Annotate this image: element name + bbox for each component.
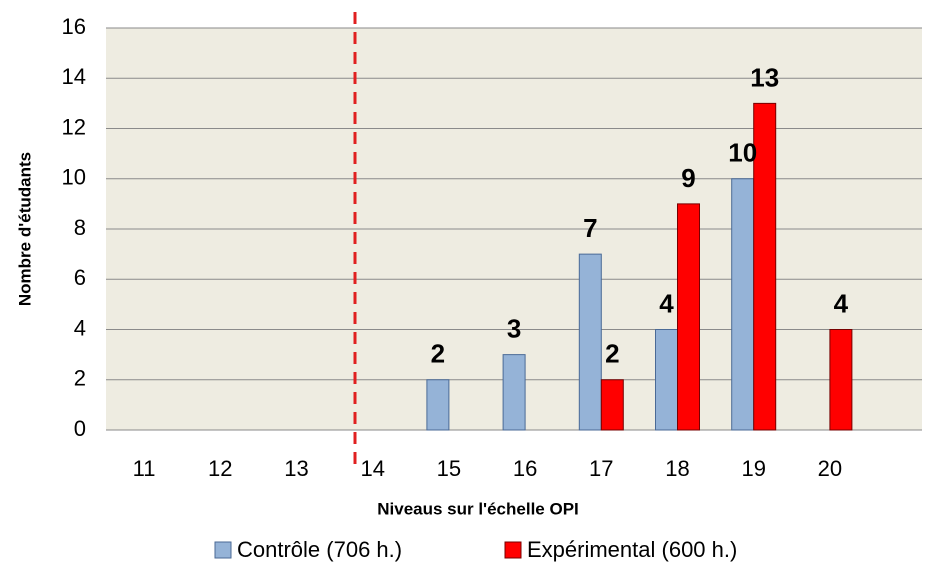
x-tick-label: 17 (589, 456, 613, 481)
y-tick-label: 8 (74, 215, 86, 240)
y-tick-label: 6 (74, 265, 86, 290)
x-tick-label: 12 (208, 456, 232, 481)
x-tick-label: 14 (360, 456, 384, 481)
bar (578, 253, 602, 431)
x-tick-label: 11 (133, 456, 156, 481)
bars (426, 102, 853, 431)
data-label: 13 (750, 62, 779, 92)
legend-label: Contrôle (706 h.) (237, 537, 402, 562)
x-axis-title: Niveaus sur l'échelle OPI (377, 499, 579, 518)
bar (426, 379, 450, 431)
x-tick-label: 19 (741, 456, 765, 481)
data-label: 7 (583, 213, 597, 243)
bar (502, 354, 526, 431)
x-tick-label: 16 (513, 456, 537, 481)
legend-label: Expérimental (600 h.) (527, 537, 737, 562)
bar (829, 329, 853, 431)
legend-swatch (214, 541, 232, 559)
y-tick-label: 16 (62, 14, 86, 39)
data-label: 2 (431, 339, 445, 369)
x-tick-label: 18 (665, 456, 689, 481)
legend-swatch (504, 541, 522, 559)
bar (753, 102, 777, 431)
bar (600, 379, 624, 431)
bar (655, 329, 678, 431)
y-tick-label: 4 (74, 315, 86, 340)
x-tick-label: 20 (818, 456, 842, 481)
y-axis-title: Nombre d'étudants (15, 152, 34, 306)
data-label: 2 (605, 339, 619, 369)
data-label: 4 (659, 288, 674, 318)
bar (677, 203, 700, 431)
data-label: 4 (834, 288, 849, 318)
x-tick-label: 13 (284, 456, 308, 481)
x-tick-label: 15 (437, 456, 461, 481)
data-label: 3 (507, 314, 521, 344)
y-tick-label: 14 (62, 64, 86, 89)
data-label: 10 (728, 138, 757, 168)
bar (731, 178, 755, 431)
y-tick-label: 10 (62, 165, 86, 190)
data-label: 9 (681, 163, 695, 193)
y-tick-label: 0 (74, 416, 86, 441)
y-tick-label: 12 (62, 114, 86, 139)
y-tick-label: 2 (74, 366, 86, 391)
